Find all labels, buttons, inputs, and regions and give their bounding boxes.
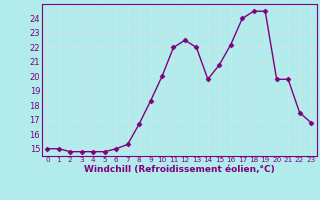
X-axis label: Windchill (Refroidissement éolien,°C): Windchill (Refroidissement éolien,°C): [84, 165, 275, 174]
